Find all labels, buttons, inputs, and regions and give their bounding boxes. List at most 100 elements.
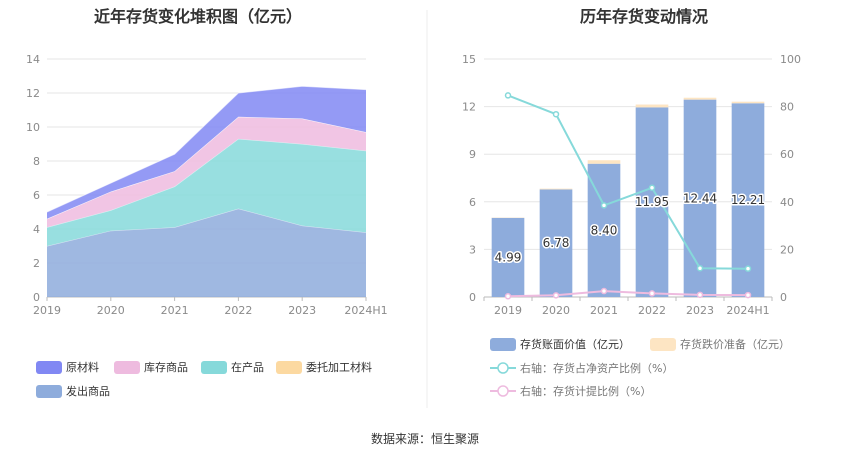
bar-impairment (683, 97, 717, 100)
line-point (648, 290, 656, 297)
legend-label: 原材料 (66, 360, 99, 374)
right-y-tick: 12 (462, 101, 476, 114)
line-series-0 (507, 94, 749, 270)
right-y2-tick: 100 (780, 53, 801, 66)
legend-marker (497, 385, 509, 397)
left-x-tick: 2023 (288, 304, 316, 317)
line-point (552, 110, 560, 118)
bar-book-value (539, 189, 573, 297)
right-y-tick: 9 (469, 148, 476, 161)
left-x-tick: 2024H1 (344, 304, 387, 317)
bar-data-label: 12.44 (683, 191, 717, 205)
legend-label: 发出商品 (66, 384, 110, 398)
right-chart-title: 历年存货变动情况 (580, 7, 708, 26)
legend-label: 右轴：存货计提比例（%） (520, 384, 651, 398)
bar-book-value (731, 103, 765, 297)
right-y-tick: 6 (469, 196, 476, 209)
left-y-tick: 8 (33, 155, 40, 168)
left-y-tick: 14 (26, 53, 40, 66)
right-x-tick: 2021 (590, 304, 618, 317)
right-x-tick: 2023 (686, 304, 714, 317)
line-point (696, 264, 704, 272)
left-x-tick: 2022 (224, 304, 252, 317)
right-bar-labels: 4.99 6.78 8.40 11.95 12.44 12.21 (493, 190, 767, 266)
right-lines (504, 92, 752, 300)
left-y-tick: 10 (26, 121, 40, 134)
right-x-tick: 2024H1 (726, 304, 769, 317)
left-x-axis: 2019 2020 2021 2022 2023 2024H1 (33, 297, 388, 317)
legend-label: 在产品 (231, 360, 264, 374)
right-x-axis: 2019 2020 2021 2022 2023 2024H1 (483, 297, 773, 317)
bar-data-label: 8.40 (591, 223, 618, 237)
line-point (504, 293, 512, 300)
left-y-tick: 0 (33, 291, 40, 304)
left-y-tick: 12 (26, 87, 40, 100)
left-y-tick: 6 (33, 189, 40, 202)
right-y-tick: 3 (469, 243, 476, 256)
bar-impairment (635, 104, 669, 108)
area-0 (47, 208, 366, 297)
bar-book-value (683, 99, 717, 297)
right-y2-tick: 80 (780, 101, 794, 114)
left-x-tick: 2020 (97, 304, 125, 317)
left-y-tick: 2 (33, 257, 40, 270)
right-y-axis: 0 3 6 9 12 15 (462, 53, 476, 304)
legend-swatch (36, 361, 62, 374)
line-point (552, 292, 560, 299)
right-y2-tick: 0 (780, 291, 787, 304)
right-bars (491, 97, 765, 297)
line-point (648, 184, 656, 192)
left-x-tick: 2019 (33, 304, 61, 317)
bar-impairment (539, 188, 573, 190)
area-1 (47, 138, 366, 246)
line-series-1 (507, 290, 749, 298)
left-x-tick: 2021 (161, 304, 189, 317)
bar-impairment (731, 101, 765, 104)
bar-impairment (587, 160, 621, 164)
line-point (696, 291, 704, 299)
legend-label: 库存商品 (144, 360, 188, 374)
bar-book-value (635, 107, 669, 297)
legend-label: 存货账面价值（亿元） (520, 337, 630, 351)
line-point (744, 291, 752, 299)
right-y-tick: 15 (462, 53, 476, 66)
left-y-tick: 4 (33, 223, 40, 236)
right-grid (484, 58, 772, 298)
right-y2-tick: 20 (780, 243, 794, 256)
bar-data-label: 11.95 (635, 195, 669, 209)
right-y2-tick: 60 (780, 148, 794, 161)
legend-marker (497, 362, 509, 374)
bar-data-label: 6.78 (543, 236, 570, 250)
stacked-area-chart: 近年存货变化堆积图（亿元） 2019 2020 2021 2022 2023 2024H1… (26, 7, 388, 398)
legend-swatch (114, 361, 140, 374)
line-point (504, 92, 512, 99)
legend-swatch (650, 338, 676, 351)
bar-book-value (491, 217, 525, 297)
legend-swatch (201, 361, 227, 374)
area-4 (47, 86, 366, 219)
legend-label: 委托加工材料 (306, 360, 372, 374)
left-chart-title: 近年存货变化堆积图（亿元） (94, 7, 302, 26)
right-x-tick: 2022 (638, 304, 666, 317)
legend-swatch (36, 385, 62, 398)
bar-data-label: 4.99 (495, 250, 522, 264)
left-areas (46, 85, 367, 297)
legend-label: 存货跌价准备（亿元） (680, 337, 790, 351)
right-y2-tick: 40 (780, 196, 794, 209)
line-point (600, 287, 608, 295)
left-y-axis: 0 2 4 6 8 10 12 14 (26, 53, 40, 304)
right-x-tick: 2020 (542, 304, 570, 317)
right-legend: 存货账面价值（亿元） 存货跌价准备（亿元） 右轴：存货占净资产比例（%） 右轴：存货计… (490, 337, 790, 398)
data-source: 数据来源：恒生聚源 (371, 431, 479, 446)
bar-data-label: 12.21 (731, 193, 765, 207)
right-y2-axis: 0 20 40 60 80 100 (780, 53, 801, 304)
line-point (744, 265, 752, 272)
legend-label: 右轴：存货占净资产比例（%） (520, 361, 673, 375)
right-x-tick: 2019 (494, 304, 522, 317)
area-2 (47, 116, 366, 228)
area-edge-4 (46, 85, 367, 213)
right-y-tick: 0 (469, 291, 476, 304)
